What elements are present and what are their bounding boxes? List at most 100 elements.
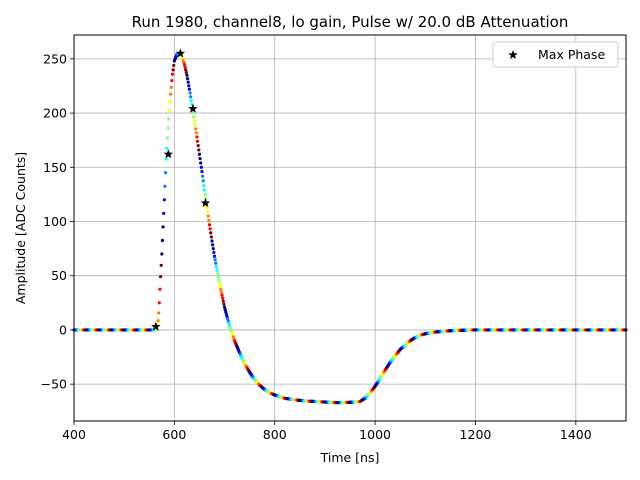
pulse-series	[72, 51, 628, 405]
pulse-point	[217, 278, 221, 282]
x-axis: 400 600 800 1000 1200 1400	[62, 421, 592, 442]
pulse-point	[165, 146, 169, 150]
pulse-point	[160, 238, 165, 243]
pulse-point	[158, 287, 162, 291]
pulse-point	[191, 110, 195, 115]
pulse-point	[185, 77, 190, 81]
pulse-point	[169, 92, 173, 96]
max-phase-markers	[151, 48, 211, 331]
legend-box	[492, 41, 619, 68]
pulse-point	[217, 281, 222, 285]
pulse-point	[160, 252, 164, 256]
pulse-point	[157, 311, 161, 315]
pulse-point	[187, 87, 192, 91]
pulse-point	[170, 78, 174, 83]
pulse-point	[184, 70, 188, 75]
pulse-point	[161, 225, 165, 229]
pulse-point	[222, 305, 227, 309]
legend-entry-max-phase: Max Phase	[538, 47, 605, 62]
max-phase-star-icon	[151, 321, 161, 331]
max-phase-star-icon	[188, 103, 198, 113]
pulse-point	[192, 119, 197, 123]
y-tick-label: 100	[43, 214, 67, 229]
pulse-point	[188, 91, 192, 95]
pulse-point	[210, 239, 214, 243]
pulse-point	[202, 188, 207, 192]
pulse-point	[198, 157, 202, 161]
pulse-point	[212, 254, 217, 258]
pulse-point	[204, 197, 208, 201]
pulse-point	[220, 293, 224, 297]
x-tick-label: 1200	[460, 427, 492, 442]
pulse-point	[216, 275, 220, 279]
legend-star-icon	[508, 50, 518, 60]
pulse-point	[169, 85, 173, 89]
pulse-point	[200, 170, 204, 174]
pulse-point	[224, 312, 229, 317]
pulse-point	[219, 287, 223, 291]
y-tick-label: 50	[51, 268, 67, 283]
pulse-point	[208, 227, 212, 231]
pulse-point	[218, 284, 222, 288]
max-phase-star-icon	[175, 48, 186, 58]
pulse-point	[214, 261, 218, 265]
pulse-point	[186, 80, 190, 84]
pulse-point	[216, 271, 220, 276]
y-axis: −50 0 50 100 150 200 250	[41, 51, 74, 392]
pulse-point	[214, 265, 218, 269]
pulse-point	[209, 231, 213, 235]
pulse-point	[185, 73, 189, 77]
pulse-point	[195, 135, 199, 139]
pulse-point	[199, 161, 203, 165]
pulse-point	[157, 301, 161, 305]
pulse-point	[166, 126, 170, 130]
pulse-point	[189, 99, 193, 103]
pulse-point	[199, 165, 203, 169]
y-axis-label: Amplitude [ADC Counts]	[13, 152, 28, 304]
pulse-point	[184, 68, 188, 72]
plot-frame	[73, 34, 627, 422]
pulse-point	[222, 302, 226, 306]
pulse-point	[209, 235, 213, 239]
x-axis-label: Time [ns]	[320, 450, 380, 465]
x-tick-label: 600	[162, 427, 186, 442]
pulse-point	[211, 247, 215, 251]
pulse-point	[223, 307, 227, 312]
pulse-point	[219, 290, 224, 294]
pulse-point	[221, 299, 225, 303]
pulse-point	[202, 183, 206, 188]
pulse-point	[207, 223, 212, 227]
pulse-point	[167, 108, 171, 112]
pulse-point	[211, 243, 215, 247]
y-tick-label: 250	[43, 51, 67, 66]
y-tick-label: 0	[59, 322, 67, 337]
pulse-point	[182, 62, 186, 66]
legend-star-shape	[508, 50, 518, 60]
pulse-point	[194, 131, 198, 135]
pulse-point	[168, 100, 172, 104]
pulse-point	[165, 136, 170, 140]
pulse-point	[196, 144, 200, 148]
pulse-point	[197, 152, 202, 156]
legend: Max Phase	[492, 41, 619, 68]
pulse-point	[163, 184, 167, 188]
pulse-point	[187, 84, 191, 88]
pulse-point	[206, 214, 210, 218]
pulse-point	[193, 123, 197, 127]
pulse-point	[212, 250, 216, 254]
pulse-point	[195, 139, 200, 143]
x-tick-label: 800	[263, 427, 287, 442]
pulse-point	[164, 157, 168, 161]
pulse-point	[197, 148, 201, 152]
pulse-point	[162, 198, 166, 202]
pulse-point	[203, 192, 207, 196]
pulse-point	[163, 171, 168, 175]
pulse-point	[162, 211, 166, 215]
max-phase-star-icon	[200, 198, 211, 208]
chart-title: Run 1980, channel8, lo gain, Pulse w/ 20…	[132, 13, 569, 31]
pulse-point	[207, 218, 211, 223]
pulse-point	[224, 310, 228, 314]
y-tick-label: −50	[41, 377, 67, 392]
